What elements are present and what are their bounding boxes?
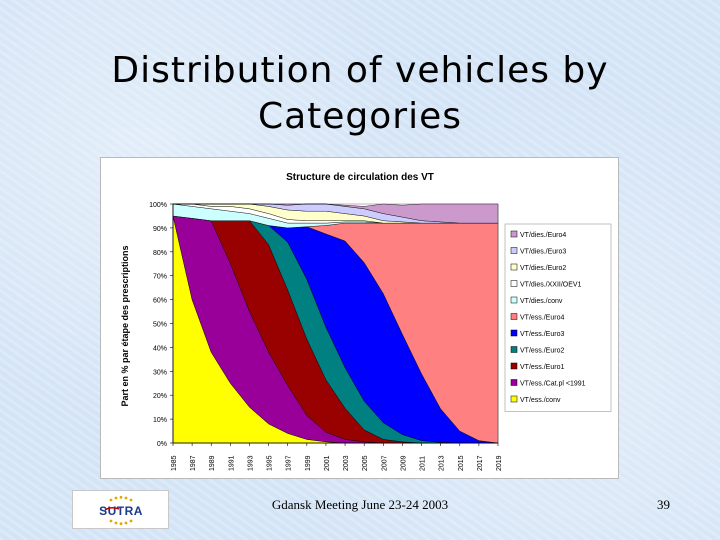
sutra-logo-icon: SUTRA — [99, 495, 143, 526]
y-tick-label: 50% — [153, 322, 167, 329]
y-tick-label: 0% — [157, 441, 167, 448]
legend-swatch — [510, 395, 518, 403]
x-tick-label: 1993 — [247, 455, 254, 471]
x-tick-label: 2011 — [420, 456, 427, 471]
footer-text: Gdansk Meeting June 23-24 2003 — [271, 497, 449, 512]
x-tick-label: 2007 — [381, 455, 388, 471]
area-series-11 — [173, 203, 499, 224]
legend-label: VT/ess./Cat.pl <1991 — [520, 381, 586, 388]
page-number: 39 — [657, 497, 670, 512]
y-tick-label: 60% — [153, 298, 167, 305]
x-tick-label: 2001 — [324, 455, 331, 471]
y-tick-label: 30% — [153, 369, 167, 376]
legend-swatch — [510, 280, 518, 287]
legend-label: VT/dies./conv — [520, 298, 563, 305]
legend-label: VT/ess./Euro1 — [520, 364, 564, 371]
y-tick-label: 40% — [153, 345, 167, 352]
legend-swatch — [510, 247, 518, 254]
x-tick-label: 1999 — [305, 455, 312, 471]
x-tick-label: 1997 — [286, 455, 293, 471]
x-tick-label: 2009 — [400, 455, 407, 471]
x-tick-label: 1989 — [209, 455, 216, 471]
legend-swatch — [510, 313, 518, 320]
legend-swatch — [510, 296, 518, 304]
legend-label: VT/ess./conv — [520, 397, 561, 404]
legend-label: VT/ess./Euro2 — [520, 348, 564, 355]
legend-label: VT/dies./Euro4 — [520, 232, 566, 239]
legend-swatch — [510, 329, 518, 337]
legend-swatch — [510, 362, 518, 370]
x-tick-label: 1985 — [171, 455, 178, 471]
y-tick-label: 100% — [149, 202, 167, 209]
x-tick-label: 1987 — [190, 455, 197, 471]
legend-frame — [504, 223, 612, 412]
slide-title: Distribution of vehicles by Categories — [60, 48, 660, 140]
legend-label: VT/ess./Euro4 — [520, 315, 564, 322]
legend-swatch — [510, 379, 518, 386]
legend-swatch — [510, 263, 518, 271]
legend-label: VT/ess./Euro3 — [520, 331, 564, 338]
y-tick-label: 70% — [153, 274, 167, 281]
legend: VT/dies./Euro4 VT/dies./Euro3 VT/dies./Eur… — [504, 223, 612, 412]
legend-label: VT/dies./Euro2 — [520, 265, 566, 272]
chart-panel: Structure de circulation des VT Part en … — [100, 157, 619, 479]
y-tick-label: 90% — [153, 226, 167, 233]
sutra-logo: SUTRA — [72, 490, 169, 529]
chart-title: Structure de circulation des VT — [286, 172, 434, 183]
slide-title-line-2: Categories — [257, 96, 463, 137]
legend-label: VT/dies./Euro3 — [520, 249, 566, 256]
stacked-area-chart: Structure de circulation des VT Part en … — [120, 172, 612, 471]
x-tick-label: 2003 — [343, 455, 350, 471]
y-tick-label: 20% — [153, 393, 167, 400]
slide-title-line-1: Distribution of vehicles by — [111, 50, 609, 91]
legend-swatch — [510, 230, 518, 238]
y-tick-label: 80% — [153, 250, 167, 257]
legend-label: VT/dies./XXII/OEV1 — [520, 282, 582, 289]
y-tick-label: 10% — [153, 417, 167, 424]
y-axis-label: Part en % par étape des prescriptions — [120, 245, 130, 406]
x-tick-label: 1991 — [228, 455, 235, 471]
x-tick-label: 2017 — [477, 455, 484, 471]
x-tick-label: 2013 — [439, 455, 446, 471]
x-tick-label: 1995 — [267, 455, 274, 471]
x-tick-label: 2005 — [362, 455, 369, 471]
legend-swatch — [510, 346, 518, 353]
x-tick-label: 2015 — [458, 455, 465, 471]
x-tick-label: 2019 — [496, 455, 503, 471]
svg-text:SUTRA: SUTRA — [99, 504, 143, 518]
